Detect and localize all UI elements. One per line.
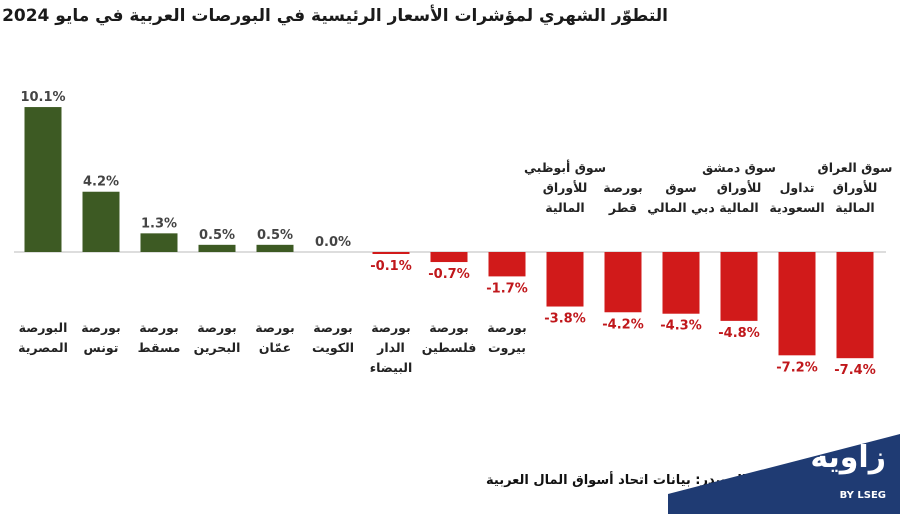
value-label: 1.3% [141, 216, 177, 231]
category-label: البورصة [19, 320, 68, 335]
bar [836, 252, 874, 359]
category-label: بورصة [255, 320, 294, 335]
logo-byline: BY LSEG [839, 490, 886, 501]
value-label: -7.4% [834, 363, 875, 378]
value-label: -4.8% [718, 326, 759, 341]
logo-banner [668, 434, 900, 514]
bar [24, 107, 62, 252]
category-label: البيضاء [370, 360, 413, 375]
category-label: مسقط [138, 340, 181, 355]
category-label: فلسطين [422, 340, 477, 355]
value-label: 0.5% [199, 228, 235, 243]
category-label: المالية [835, 200, 874, 215]
category-label: الدار [376, 340, 405, 355]
category-label: قطر [608, 200, 637, 215]
category-label: عمّان [259, 340, 291, 355]
bar-chart: 10.1% البورصة المصرية 4.2% بورصة تونس 1.3% بورص… [14, 90, 893, 378]
value-label: -4.3% [660, 319, 701, 334]
category-label: تداول [780, 180, 815, 195]
category-label: سوق دمشق [702, 160, 776, 175]
bar [82, 191, 120, 252]
category-label: المالية [545, 200, 584, 215]
value-label: 0.0% [315, 235, 351, 250]
logo-wordmark: زاوية [810, 440, 886, 475]
source-note: المصدر: بيانات اتحاد أسواق المال العربية [486, 473, 747, 488]
bar [488, 252, 526, 277]
category-label: بورصة [81, 320, 120, 335]
value-label: 4.2% [83, 175, 119, 190]
category-label: للأوراق [717, 180, 762, 195]
category-label: بورصة [603, 180, 642, 195]
category-label: المالية [719, 200, 758, 215]
category-label: للأوراق [833, 180, 878, 195]
value-label: -0.1% [370, 259, 411, 274]
chart-title: التطوّر الشهري لمؤشرات الأسعار الرئيسية … [2, 6, 668, 26]
category-label: تونس [84, 340, 119, 355]
bar [198, 244, 236, 252]
zawya-logo: زاوية BY LSEG [668, 434, 900, 514]
value-label: -3.8% [544, 312, 585, 327]
category-label: دبي المالي [647, 200, 715, 215]
category-label: بورصة [371, 320, 410, 335]
category-label: بورصة [139, 320, 178, 335]
category-label: سوق العراق [818, 160, 893, 175]
value-label: -7.2% [776, 360, 817, 375]
bar [256, 244, 294, 252]
bar [604, 252, 642, 313]
category-label: الكويت [312, 340, 354, 355]
bar [430, 252, 468, 263]
value-label: 0.5% [257, 228, 293, 243]
category-label: سوق أبوظبي [524, 159, 606, 175]
bar [662, 252, 700, 314]
category-label: المصرية [18, 340, 68, 355]
bar [778, 252, 816, 356]
category-label: بورصة [313, 320, 352, 335]
bar [372, 252, 410, 254]
category-label: للأوراق [543, 180, 588, 195]
bar [140, 233, 178, 252]
value-label: 10.1% [20, 90, 65, 105]
category-label: البحرين [194, 340, 241, 355]
bar [720, 252, 758, 321]
value-label: -0.7% [428, 267, 469, 282]
category-label: بيروت [488, 340, 526, 355]
value-label: -4.2% [602, 317, 643, 332]
category-label: بورصة [429, 320, 468, 335]
category-label: بورصة [197, 320, 236, 335]
category-label: سوق [665, 180, 696, 195]
category-label: بورصة [487, 320, 526, 335]
bar [546, 252, 584, 307]
value-label: -1.7% [486, 281, 527, 296]
category-label: السعودية [769, 200, 824, 215]
